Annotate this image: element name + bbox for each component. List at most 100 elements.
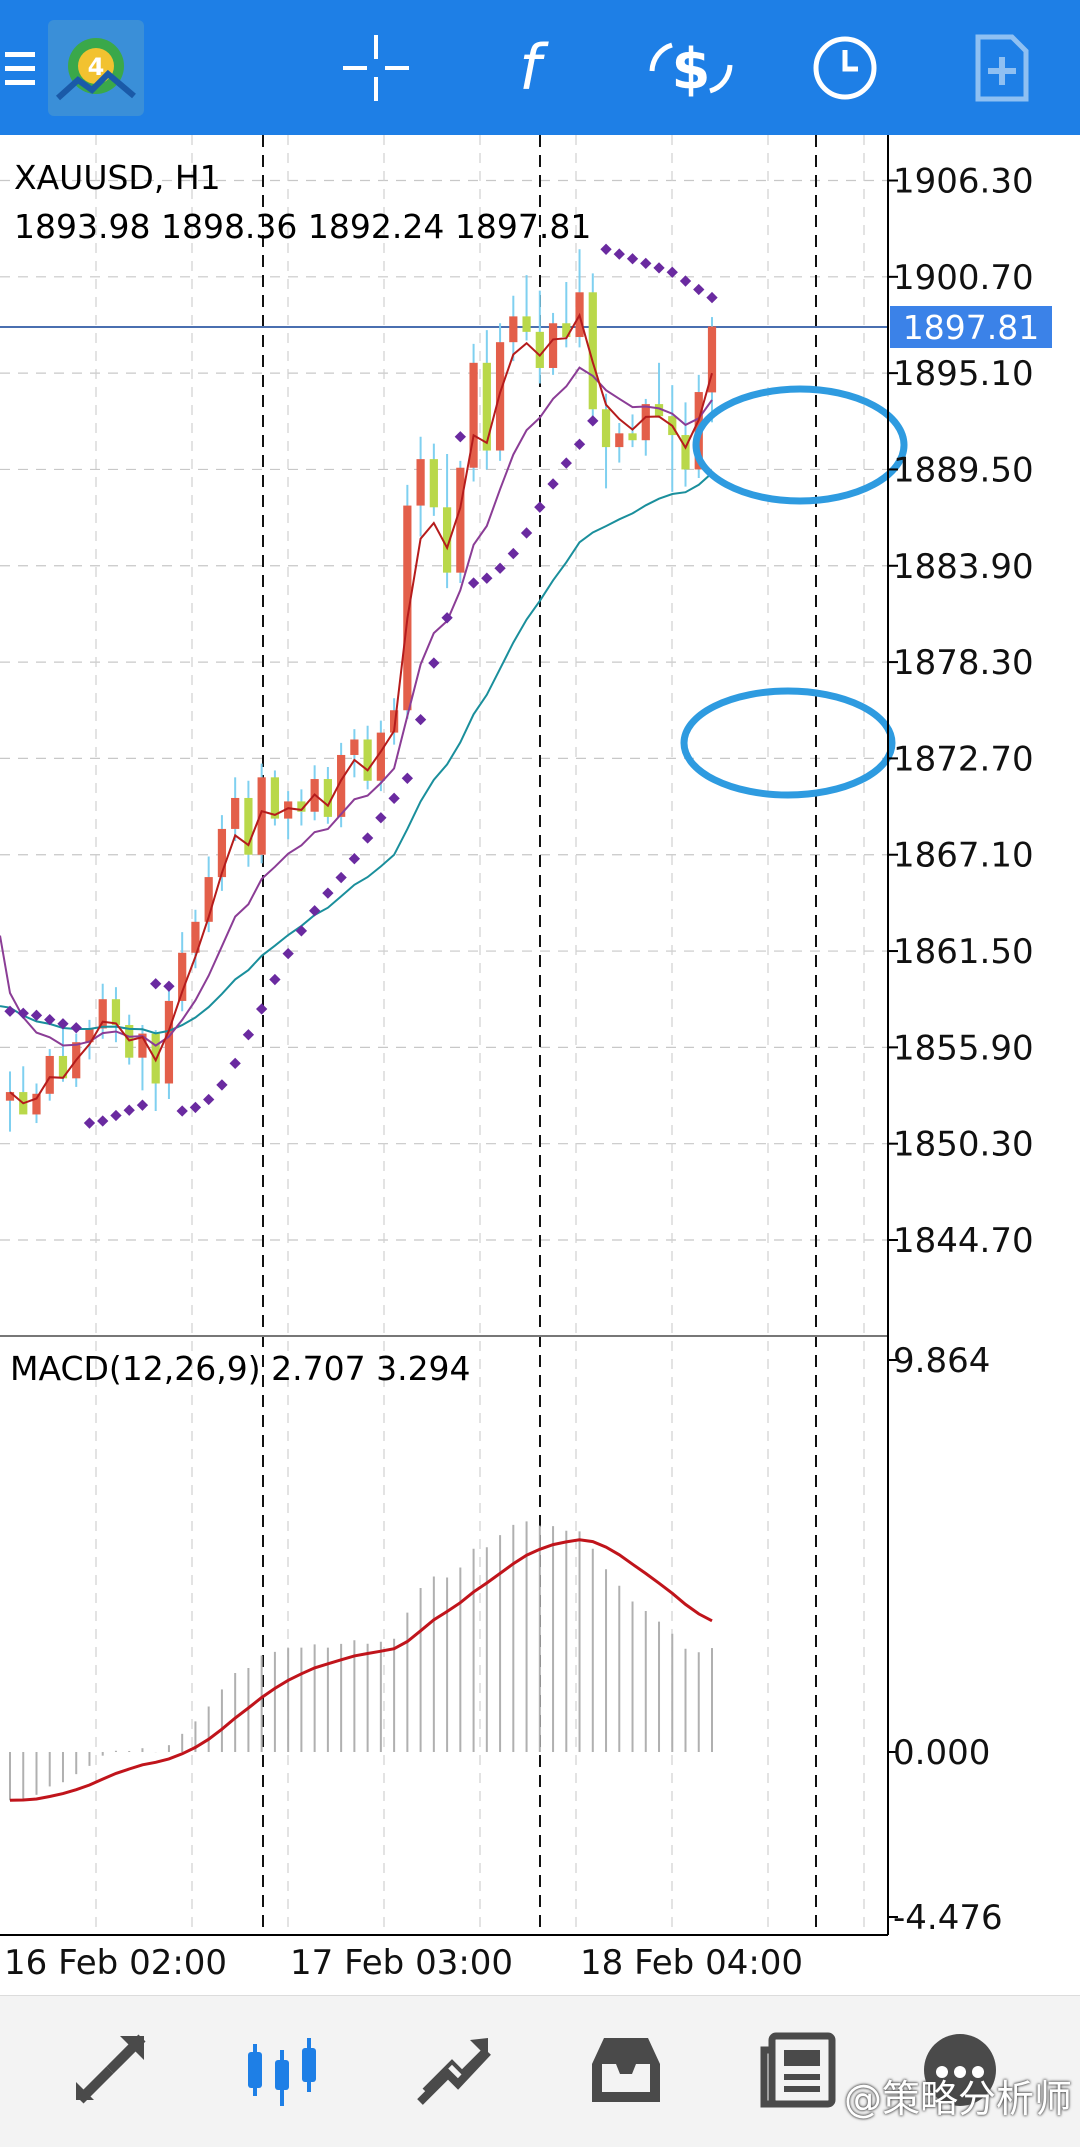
sar-dot: [216, 1079, 228, 1091]
price-tick-label: 1855.90: [893, 1028, 1034, 1068]
svg-text:4: 4: [88, 53, 105, 81]
sar-dot: [454, 431, 466, 443]
sar-dot: [136, 1099, 149, 1111]
candle: [588, 273, 597, 420]
candles: [5, 249, 717, 1132]
top-toolbar: 4 f $: [0, 0, 1080, 135]
macd-tick-label: -4.476: [893, 1898, 1003, 1938]
menu-icon[interactable]: [0, 18, 40, 118]
quotes-icon[interactable]: [60, 2020, 160, 2120]
time-tick-label: 17 Feb 03:00: [290, 1943, 513, 1983]
sar-dot: [150, 978, 162, 990]
price-tick-label: 1878.30: [893, 643, 1034, 683]
chart-icon[interactable]: [232, 2020, 332, 2120]
candle: [217, 815, 227, 891]
slow-ma-line: [0, 472, 713, 1035]
sar-dot: [203, 1093, 215, 1106]
fast-ma-line: [9, 312, 713, 1105]
candle: [376, 720, 385, 792]
sar-dot: [666, 266, 678, 278]
price-tick-label: 1867.10: [893, 836, 1034, 876]
candle: [164, 990, 174, 1099]
candle: [456, 460, 465, 583]
sar-dot: [587, 415, 599, 427]
candle: [98, 983, 107, 1039]
sar-dot: [44, 1013, 56, 1026]
sar-dot: [467, 577, 480, 589]
price-chart[interactable]: 1906.30 1900.70 1895.10 1889.50 1883.90 1878.…: [0, 135, 1080, 1995]
mid-ma-line: [0, 366, 713, 1047]
sar-dot: [560, 457, 572, 469]
candle: [707, 317, 717, 423]
price-tick-label: 1900.70: [893, 258, 1034, 298]
sar-dot: [706, 291, 718, 304]
sar-dot: [441, 612, 453, 624]
period-clock-icon[interactable]: [805, 18, 885, 118]
news-icon[interactable]: [748, 2020, 848, 2120]
sar-dot: [375, 812, 387, 824]
sar-dot: [269, 973, 281, 986]
candle: [416, 436, 425, 537]
sar-dot: [256, 1003, 268, 1015]
candle: [601, 393, 611, 489]
indicators-icon[interactable]: f: [490, 18, 570, 118]
macd-tick-label: 0.000: [893, 1733, 990, 1773]
price-tick-label: 1850.30: [893, 1125, 1034, 1165]
candle: [32, 1083, 41, 1124]
sar-dot: [97, 1115, 109, 1127]
sar-dot: [361, 832, 374, 844]
sar-dot: [600, 243, 612, 255]
sar-dot: [282, 947, 294, 960]
svg-text:$: $: [672, 37, 711, 102]
price-tick-label: 1844.70: [893, 1221, 1034, 1261]
candle: [681, 402, 690, 487]
watermark: @策略分析师: [843, 2077, 1072, 2121]
highlight-ellipse-lower: [680, 687, 896, 799]
sar-dot: [123, 1104, 135, 1116]
app-logo-icon: 4: [48, 18, 144, 118]
candle: [350, 729, 359, 778]
sar-dot: [679, 275, 692, 287]
time-tick-label: 18 Feb 04:00: [580, 1943, 803, 1983]
trade-nav-icon[interactable]: [404, 2020, 504, 2120]
candle: [284, 791, 293, 840]
price-axis: 1906.30 1900.70 1895.10 1889.50 1883.90 1878.…: [888, 162, 1034, 1261]
svg-text:f: f: [519, 33, 549, 103]
sar-dot: [176, 1105, 188, 1117]
sar-dot: [640, 257, 652, 270]
sar-dot: [322, 887, 334, 899]
crosshair-icon[interactable]: [336, 18, 416, 118]
new-chart-icon[interactable]: [962, 18, 1042, 118]
candle: [469, 343, 478, 482]
sar-dot: [693, 283, 705, 296]
macd-signal-line: [9, 1538, 713, 1802]
candle: [85, 1019, 94, 1060]
bottom-navigation: [0, 1995, 1080, 2147]
trade-icon[interactable]: $: [646, 18, 736, 118]
current-price-label: 1897.81: [903, 308, 1039, 347]
candle: [297, 789, 306, 826]
candle: [5, 1071, 15, 1132]
sar-dot: [573, 438, 586, 450]
candle: [482, 330, 491, 470]
candle: [429, 443, 438, 516]
sar-dot: [242, 1029, 255, 1041]
history-icon[interactable]: [576, 2020, 676, 2120]
price-tick-label: 1883.90: [893, 547, 1034, 587]
candle: [45, 1049, 54, 1101]
sar-dot: [613, 248, 625, 260]
candle: [615, 423, 624, 463]
candle: [509, 295, 518, 362]
macd-label: MACD(12,26,9) 2.707 3.294: [10, 1349, 471, 1388]
sar-dot: [414, 713, 427, 726]
highlight-ellipse-upper: [692, 385, 908, 505]
sar-dot: [295, 925, 308, 937]
current-price-badge: [890, 306, 1052, 348]
sar-dot: [534, 501, 546, 513]
macd-tick-label: 9.864: [893, 1341, 990, 1381]
candle: [178, 932, 187, 1012]
price-tick-label: 1861.50: [893, 932, 1034, 972]
more-icon[interactable]: [910, 2020, 1010, 2120]
sar-dot: [388, 792, 400, 804]
price-tick-label: 1889.50: [893, 450, 1034, 490]
